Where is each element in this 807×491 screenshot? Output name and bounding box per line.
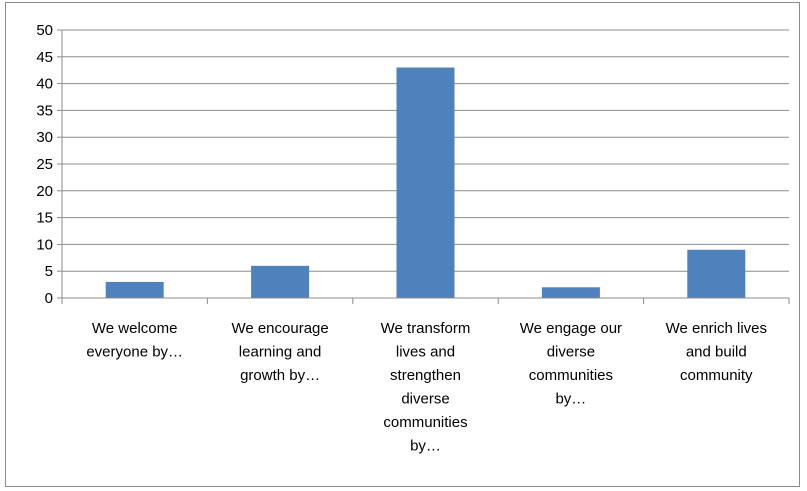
y-tick-label: 45 [36,49,53,66]
bar [396,67,455,299]
y-tick-label: 0 [45,290,53,307]
x-tick-label: We enrich lives and build community [666,320,767,384]
y-tick-label: 10 [36,236,53,253]
bar [687,249,746,298]
y-tick-label: 35 [36,102,53,119]
y-tick-label: 50 [36,22,53,39]
bar [105,281,164,298]
x-tick-label: We engage our diverse communities by… [520,320,622,408]
x-tick-label: We transform lives and strengthen diverse co… [381,320,471,455]
y-tick-label: 15 [36,210,53,227]
x-tick-label: We welcome everyone by… [86,320,183,361]
y-tick-label: 25 [36,156,53,173]
y-tick-label: 5 [45,263,53,280]
y-tick-label: 20 [36,183,53,200]
bar [541,287,600,298]
y-tick-label: 40 [36,76,53,93]
y-tick-label: 30 [36,129,53,146]
x-tick-label: We encourage learning and growth by… [231,320,328,384]
bar [251,265,310,298]
